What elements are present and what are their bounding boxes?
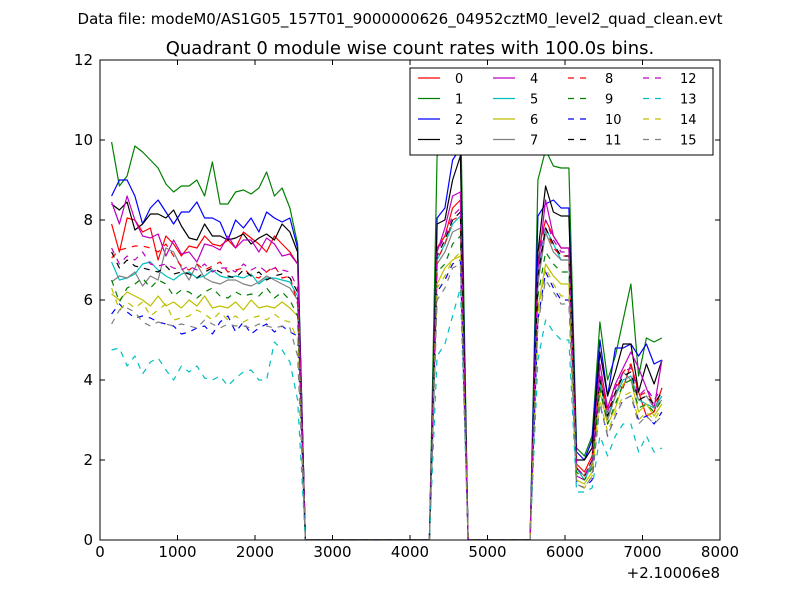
legend-label-1: 1 xyxy=(455,93,463,108)
y-tick-label: 10 xyxy=(74,131,93,149)
legend-label-7: 7 xyxy=(530,134,538,149)
x-tick-label: 8000 xyxy=(701,543,739,561)
series-layer xyxy=(111,99,663,540)
legend-label-12: 12 xyxy=(680,72,697,87)
legend-label-8: 8 xyxy=(605,72,613,87)
x-tick-label: 3000 xyxy=(313,543,351,561)
y-tick-label: 4 xyxy=(83,371,93,389)
plot-area xyxy=(111,99,663,540)
legend-label-3: 3 xyxy=(455,134,463,149)
legend-label-2: 2 xyxy=(455,113,463,128)
y-tick-label: 2 xyxy=(83,451,93,469)
legend-label-6: 6 xyxy=(530,113,538,128)
x-tick-label: 6000 xyxy=(546,543,584,561)
legend-frame xyxy=(409,67,714,156)
y-tick-label: 12 xyxy=(74,51,93,69)
series-line-12 xyxy=(111,207,663,540)
y-tick-label: 8 xyxy=(83,211,93,229)
legend-label-14: 14 xyxy=(680,113,697,128)
legend-label-0: 0 xyxy=(455,72,463,87)
series-line-3 xyxy=(111,155,663,540)
x-tick-label: 4000 xyxy=(391,543,429,561)
series-line-15 xyxy=(111,263,663,540)
x-tick-label: 2000 xyxy=(236,543,274,561)
x-offset-label: +2.10006e8 xyxy=(627,564,720,582)
series-line-10 xyxy=(111,259,663,540)
x-tick-label: 7000 xyxy=(623,543,661,561)
legend-label-9: 9 xyxy=(605,93,613,108)
legend-label-5: 5 xyxy=(530,93,538,108)
y-tick-label: 6 xyxy=(83,291,93,309)
chart-title: Quadrant 0 module wise count rates with … xyxy=(166,38,655,59)
x-tick-label: 0 xyxy=(95,543,105,561)
legend-label-10: 10 xyxy=(605,113,622,128)
figure-suptitle: Data file: modeM0/AS1G05_157T01_90000006… xyxy=(78,10,723,29)
y-tick-label: 0 xyxy=(83,531,93,549)
legend-label-4: 4 xyxy=(530,72,538,87)
legend-label-15: 15 xyxy=(680,134,697,149)
series-line-1 xyxy=(111,99,663,540)
series-line-13 xyxy=(111,287,663,540)
legend-label-11: 11 xyxy=(605,134,622,149)
x-tick-label: 1000 xyxy=(158,543,196,561)
axis-ticks: 0 1000 2000 3000 4000 5000 6000 7000 80000246810… xyxy=(74,51,739,561)
legend-label-13: 13 xyxy=(680,93,697,108)
x-tick-label: 5000 xyxy=(468,543,506,561)
